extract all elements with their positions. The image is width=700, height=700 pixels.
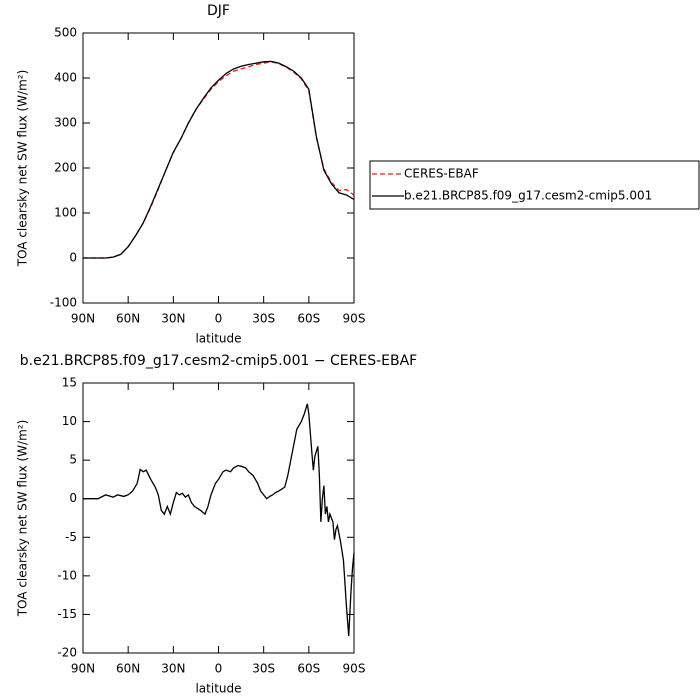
x-axis-label: latitude [195, 682, 241, 696]
chart-title: DJF [207, 3, 230, 19]
x-tick-label: 90S [343, 662, 366, 676]
chart-title: b.e21.BRCP85.f09_g17.cesm2-cmip5.001 − C… [20, 353, 417, 369]
y-tick-label: -5 [65, 530, 77, 544]
x-tick-label: 0 [215, 312, 223, 326]
y-tick-label: 0 [69, 491, 77, 505]
plot-frame [82, 32, 355, 304]
x-tick-label: 30N [161, 312, 185, 326]
legend-box [369, 160, 700, 210]
y-tick-label: 0 [69, 251, 77, 265]
x-tick-label: 30S [252, 312, 275, 326]
panel: b.e21.BRCP85.f09_g17.cesm2-cmip5.001 − C… [16, 353, 418, 696]
y-tick-label: 300 [54, 116, 77, 130]
legend-label: CERES-EBAF [404, 167, 479, 181]
x-tick-label: 90N [71, 312, 95, 326]
data-line [83, 61, 355, 259]
y-tick-label: -10 [57, 568, 77, 582]
legend-label: b.e21.BRCP85.f09_g17.cesm2-cmip5.001 [404, 189, 652, 203]
x-tick-label: 60N [116, 312, 140, 326]
data-line [83, 403, 355, 637]
x-tick-label: 90S [343, 312, 366, 326]
panel: DJF latitude TOA clearsky net SW flux (W/m… [16, 3, 700, 346]
x-tick-label: 0 [215, 662, 223, 676]
y-tick-label: 15 [62, 376, 77, 390]
y-tick-label: 200 [54, 161, 77, 175]
y-axis-label: TOA clearsky net SW flux (W/m²) [16, 420, 30, 618]
y-tick-label: -100 [50, 296, 77, 310]
x-tick-label: 30S [252, 662, 275, 676]
x-axis-label: latitude [195, 332, 241, 346]
x-tick-label: 60N [116, 662, 140, 676]
x-tick-label: 30N [161, 662, 185, 676]
x-tick-label: 60S [297, 662, 320, 676]
data-line [83, 60, 355, 259]
y-tick-label: 5 [69, 453, 77, 467]
x-tick-label: 60S [297, 312, 320, 326]
y-axis-label: TOA clearsky net SW flux (W/m²) [16, 70, 30, 268]
y-tick-label: 500 [54, 26, 77, 40]
x-tick-label: 90N [71, 662, 95, 676]
y-tick-label: 10 [62, 414, 77, 428]
y-tick-label: 400 [54, 71, 77, 85]
y-tick-label: 100 [54, 206, 77, 220]
y-tick-label: -20 [57, 646, 77, 660]
plot-frame [82, 382, 355, 654]
y-tick-label: -15 [57, 607, 77, 621]
